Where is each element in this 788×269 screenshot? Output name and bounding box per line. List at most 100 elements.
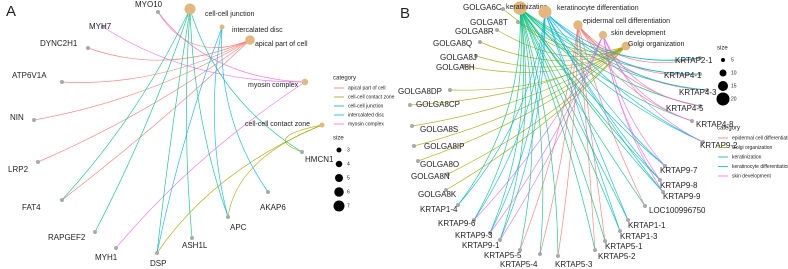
category-label: keratinocyte differentiation (557, 5, 639, 12)
edge (157, 11, 306, 83)
edge (489, 34, 604, 234)
edge (602, 34, 701, 107)
gene-label: MYO10 (135, 0, 163, 9)
gene-node (661, 190, 665, 194)
gene-label: RAPGEF2 (48, 233, 86, 242)
panel-label: B (400, 5, 410, 22)
legend-label: keratinization (732, 154, 762, 160)
size-label: 10 (731, 70, 737, 76)
edge (544, 11, 629, 221)
legend-label: cell-cell contact zone (348, 94, 395, 100)
gene-label: GOLGA8S (420, 125, 458, 134)
edges (33, 8, 323, 254)
gene-label: LRP2 (8, 165, 29, 174)
gene-node (705, 88, 709, 92)
legend-label: apical part of cell (348, 85, 386, 91)
gene-node (412, 144, 416, 148)
edge (457, 7, 521, 206)
panel: B GOLGA6CGOLGA8TGOLGA8RGOLGA8QGOLGA8JGOLG… (398, 1, 788, 269)
edge (499, 34, 604, 241)
edge (227, 124, 323, 218)
edge (539, 24, 579, 255)
edge (61, 8, 191, 201)
edge (413, 45, 627, 147)
gene-label: KRTAP5-3 (555, 260, 593, 269)
edge (186, 8, 193, 239)
gene-node (444, 188, 448, 192)
edge (519, 7, 621, 232)
size-key (718, 81, 728, 91)
category-label: cell-cell junction (205, 11, 255, 18)
edge (544, 11, 666, 167)
gene-label: ATP6V1A (12, 71, 47, 80)
size-label: 3 (347, 147, 350, 153)
gene-node (626, 218, 630, 222)
edge (519, 7, 701, 61)
legend-title: size (717, 46, 728, 52)
gene-node (266, 190, 270, 194)
legend-label: cell-cell junction (348, 103, 384, 109)
legend-title: size (333, 136, 344, 142)
gene-node (474, 54, 478, 58)
gene-label: KRTAP5-1 (605, 242, 643, 251)
gene-node (60, 198, 64, 202)
gene-node (156, 10, 160, 14)
category-node (319, 122, 325, 128)
gene-node (93, 230, 97, 234)
category-node (573, 20, 583, 30)
gene-node (501, 7, 505, 11)
gene-node (478, 40, 482, 44)
category-node (598, 30, 608, 40)
edge (61, 39, 251, 83)
edge (102, 26, 306, 83)
edge (499, 11, 546, 241)
edge (544, 11, 661, 181)
gene-node (101, 25, 105, 29)
gene-label: KRTAP4-8 (696, 120, 734, 129)
category-node (245, 35, 255, 45)
edge (544, 11, 708, 91)
edge (473, 7, 522, 221)
gene-node (114, 246, 118, 250)
gene-label: KRTAP9-3 (455, 231, 493, 240)
gene-node (556, 254, 560, 258)
size-label: 20 (731, 96, 737, 102)
edge (189, 8, 229, 218)
edge (519, 7, 533, 251)
edge (577, 24, 606, 242)
edge (519, 7, 646, 207)
category-node (538, 5, 552, 19)
gene-label: GOLGA8N (411, 172, 450, 181)
size-key (334, 187, 344, 197)
size-label: 5 (347, 175, 350, 181)
gene-label: KRTAP5-4 (500, 260, 538, 269)
gene-label: GOLGA8DP (398, 87, 442, 96)
gene-node (472, 218, 476, 222)
size-label: 15 (731, 83, 737, 89)
gene-label: AKAP6 (260, 203, 286, 212)
gene-node (60, 80, 64, 84)
category-label: myosin complex (248, 82, 299, 89)
edge (189, 8, 303, 153)
edge (156, 26, 223, 254)
edge (519, 7, 704, 143)
legend-label: myosin complex (348, 121, 384, 127)
gene-label: KRTAP9-8 (660, 181, 698, 190)
edge (87, 39, 251, 61)
edges (409, 7, 708, 257)
gene-node (190, 236, 194, 240)
category-label: epidermal cell differentiation (583, 18, 670, 25)
edge (519, 7, 596, 251)
edge (544, 11, 704, 143)
size-label: 7 (347, 203, 350, 209)
edge (94, 8, 191, 233)
gene-node (701, 140, 705, 144)
gene-node (410, 124, 414, 128)
category-node (301, 78, 309, 86)
gene-node (32, 118, 36, 122)
gene-node (643, 204, 647, 208)
category-node (513, 1, 527, 15)
edge (447, 45, 627, 175)
gene-node (516, 20, 520, 24)
